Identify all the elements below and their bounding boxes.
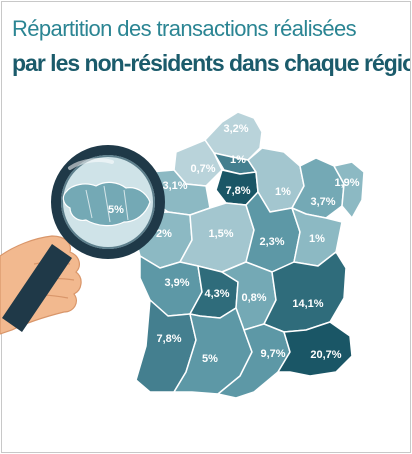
region-paca bbox=[277, 321, 353, 377]
label-pays-de-la-loire: 2% bbox=[156, 228, 172, 240]
label-bourgogne: 2,3% bbox=[259, 236, 284, 248]
label-lorraine: 3,7% bbox=[310, 196, 335, 208]
label-normandie-est: 0,7% bbox=[190, 163, 215, 175]
label-normandie-ouest: 3,1% bbox=[162, 180, 187, 192]
label-hauts-de-france: 3,2% bbox=[223, 123, 248, 135]
label-centre: 1,5% bbox=[208, 228, 233, 240]
label-champagne: 1% bbox=[275, 186, 291, 198]
region-rhone-alpes bbox=[263, 251, 347, 333]
label-franche-comte: 1% bbox=[309, 233, 325, 245]
label-paca: 20,7% bbox=[310, 349, 341, 361]
label-ile-de-france-nord: 1% bbox=[230, 154, 246, 166]
region-languedoc bbox=[217, 323, 291, 399]
title-line-2: par les non-résidents dans chaque région bbox=[12, 50, 411, 76]
label-languedoc: 9,7% bbox=[260, 348, 285, 360]
label-aquitaine: 7,8% bbox=[156, 333, 181, 345]
label-alsace: 1,9% bbox=[334, 177, 359, 189]
magnifying-glass-icon: 5% bbox=[2, 145, 165, 332]
label-limousin: 4,3% bbox=[204, 288, 229, 300]
region-lorraine bbox=[291, 157, 345, 219]
region-alsace bbox=[333, 161, 365, 219]
label-auvergne: 0,8% bbox=[241, 292, 266, 304]
title-line-1: Répartition des transactions réalisées bbox=[12, 16, 357, 41]
label-bretagne: 5% bbox=[108, 204, 124, 216]
map-regions bbox=[107, 111, 365, 399]
label-poitou-charentes: 3,9% bbox=[164, 277, 189, 289]
region-labels: 3,2% 0,7% 3,1% 1% 7,8% 1% 3,7% 1,9% 2% 1… bbox=[156, 123, 360, 365]
label-midi-pyrenees: 5% bbox=[202, 353, 218, 365]
label-ile-de-france: 7,8% bbox=[225, 185, 250, 197]
label-rhone-alpes: 14,1% bbox=[292, 298, 323, 310]
